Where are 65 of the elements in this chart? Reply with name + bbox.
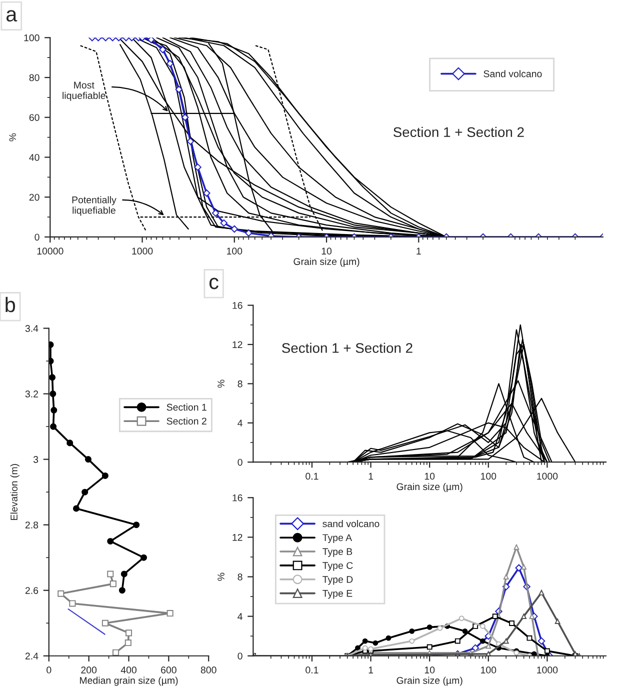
y-tick-label: 20 bbox=[29, 194, 40, 201]
x-axis-title: Grain size (µm) bbox=[396, 676, 462, 686]
y-tick-label: 60 bbox=[29, 114, 40, 121]
x-tick-label: 100 bbox=[481, 666, 496, 674]
legend-label: Type E bbox=[322, 590, 352, 599]
y-tick-label: 40 bbox=[29, 154, 40, 161]
y-tick-label: 80 bbox=[29, 74, 40, 82]
annotation: Potentially liquefiable bbox=[72, 196, 116, 216]
x-tick-label: 10 bbox=[424, 472, 435, 480]
x-tick-label: 1 bbox=[416, 248, 421, 254]
x-tick-label: 800 bbox=[200, 666, 216, 674]
x-tick-label: 200 bbox=[81, 666, 97, 674]
annotation: Section 1 + Section 2 bbox=[393, 126, 524, 138]
x-tick-label: 0.1 bbox=[306, 472, 318, 480]
x-axis-title: Median grain size (µm) bbox=[80, 676, 178, 686]
y-tick-label: 3.2 bbox=[25, 390, 38, 398]
y-tick-label: 12 bbox=[232, 341, 242, 348]
legend-label: Type A bbox=[322, 534, 352, 544]
y-tick-label: 8 bbox=[238, 380, 242, 388]
y-tick-label: 16 bbox=[232, 494, 242, 502]
x-tick-label: 10 bbox=[322, 248, 332, 255]
text: a bbox=[6, 10, 18, 22]
legend-label: Type B bbox=[322, 548, 352, 557]
y-tick-label: 3 bbox=[33, 456, 38, 463]
x-tick-label: 1 bbox=[368, 666, 374, 674]
legend-label: Sand volcano bbox=[484, 70, 542, 78]
y-tick-label: 12 bbox=[232, 534, 242, 541]
x-tick-label: 400 bbox=[120, 666, 136, 674]
x-tick-label: 1000 bbox=[537, 666, 558, 674]
x-axis-title: Grain size (µm) bbox=[396, 482, 462, 492]
x-tick-label: 10000 bbox=[37, 248, 64, 255]
y-axis-title: Elevation (m) bbox=[10, 464, 20, 520]
y-tick-label: 8 bbox=[238, 574, 242, 580]
legend-label: Type C bbox=[322, 562, 353, 571]
x-tick-label: 1 bbox=[368, 472, 374, 480]
x-tick-label: 10 bbox=[424, 666, 435, 674]
y-tick-label: 4 bbox=[238, 613, 242, 620]
text: c bbox=[209, 278, 218, 290]
x-tick-label: 0 bbox=[46, 666, 52, 674]
x-tick-label: 100 bbox=[481, 472, 496, 480]
x-tick-label: 0.1 bbox=[306, 666, 318, 674]
annotation: Most liquefiable bbox=[62, 82, 106, 101]
y-tick-label: 0 bbox=[238, 458, 242, 466]
x-tick-label: 600 bbox=[161, 666, 176, 674]
y-tick-label: 0 bbox=[238, 652, 242, 660]
y-axis-title: % bbox=[9, 133, 16, 142]
y-tick-label: 4 bbox=[238, 420, 242, 426]
legend-label: Section 1 bbox=[166, 404, 206, 411]
legend-label: Section 2 bbox=[166, 417, 206, 425]
y-tick-label: 100 bbox=[24, 34, 40, 42]
y-tick-label: 2.6 bbox=[25, 587, 38, 594]
y-tick-label: 2.8 bbox=[25, 522, 38, 528]
y-axis-title: % bbox=[218, 572, 224, 581]
y-tick-label: 3.4 bbox=[25, 325, 38, 332]
y-tick-label: 16 bbox=[232, 302, 242, 309]
x-tick-label: 1000 bbox=[537, 472, 558, 480]
text: b bbox=[6, 296, 16, 312]
annotation: Section 1 + Section 2 bbox=[282, 342, 412, 353]
legend-label: Type D bbox=[322, 576, 353, 585]
x-axis-title: Grain size (µm) bbox=[294, 258, 360, 267]
legend-label: sand volcano bbox=[322, 520, 380, 528]
y-tick-label: 2.4 bbox=[25, 652, 38, 660]
y-axis-title: % bbox=[218, 380, 224, 388]
y-tick-label: 0 bbox=[34, 234, 40, 241]
x-tick-label: 1000 bbox=[132, 248, 153, 255]
